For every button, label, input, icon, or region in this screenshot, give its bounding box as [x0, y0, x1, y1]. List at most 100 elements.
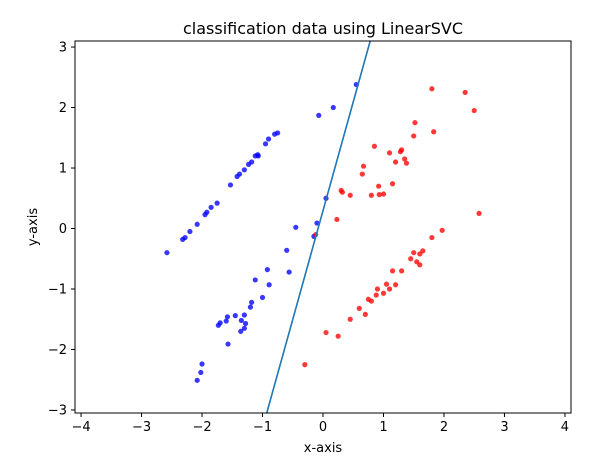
x-tick-label: 2 [440, 420, 448, 435]
decision-boundary-layer [265, 41, 371, 413]
class-0-point [194, 221, 200, 227]
class-0-point [252, 277, 258, 283]
class-1-point [360, 163, 367, 169]
class-0-point [227, 182, 234, 188]
x-tick-label: 3 [500, 420, 508, 435]
y-tick-label: −1 [48, 283, 67, 298]
class-1-point [302, 362, 308, 368]
class-0-point [266, 282, 272, 288]
class-0-point [198, 369, 204, 376]
class-1-point [476, 210, 482, 216]
axis-ticks: −4 −3 −2 −1 0 1 2 3 4 −3 −2 −1 0 1 2 3 [48, 41, 569, 435]
class-1-point [335, 333, 341, 339]
class-1-point [365, 296, 371, 302]
class-0-point [241, 167, 247, 173]
class-0-point [249, 299, 255, 305]
class-1-point [408, 256, 414, 262]
x-tick-label: −1 [253, 420, 272, 435]
class-0-point [247, 304, 254, 310]
x-tick-label: 1 [379, 420, 387, 435]
y-axis-label: y-axis [26, 208, 41, 246]
x-tick-label: −3 [132, 420, 151, 435]
class-0-point [208, 204, 214, 210]
class-1-point [417, 262, 423, 268]
class-0-point [316, 112, 322, 118]
y-tick-label: 0 [59, 222, 67, 237]
class-0-point [242, 320, 249, 327]
chart-title: classification data using LinearSVC [183, 19, 463, 38]
x-tick-label: −4 [71, 420, 90, 435]
class-0-point [262, 141, 269, 147]
class-1-point [402, 156, 408, 162]
class-1-point [374, 286, 381, 292]
class-0-point [238, 317, 244, 324]
class-0-point [232, 313, 238, 319]
class-1-point [383, 281, 390, 287]
class-0-point [275, 130, 281, 136]
x-tick-label: 4 [561, 420, 569, 435]
class-0-point [314, 220, 320, 226]
class-1-point [431, 129, 437, 135]
class-0-point [214, 200, 220, 206]
class-1-point [399, 268, 405, 274]
y-tick-label: −2 [48, 343, 67, 358]
plot-area [75, 41, 571, 413]
class-0-point [194, 377, 200, 383]
class-0-point [204, 209, 210, 215]
class-1-point [412, 120, 418, 126]
class-0-point [241, 325, 247, 331]
class-0-point [187, 228, 193, 235]
class-1-point [386, 286, 393, 292]
y-tick-label: −3 [48, 403, 67, 418]
class-1-point [368, 192, 374, 198]
class-1-point [347, 316, 353, 322]
class-1-point [334, 216, 340, 223]
class-0-point [284, 247, 290, 253]
class-0-point [164, 250, 170, 256]
decision-boundary-line [265, 41, 371, 413]
class-0-point [199, 361, 205, 367]
class-1-point [362, 311, 368, 318]
y-tick-label: 2 [59, 101, 67, 116]
class-1-point [417, 251, 423, 257]
class-1-point [338, 187, 344, 194]
x-tick-label: −2 [192, 420, 211, 435]
class-1-point [380, 191, 387, 197]
class-1-point [386, 150, 393, 156]
class-0-point [223, 318, 229, 324]
class-0-point [265, 136, 272, 142]
class-1-point [403, 160, 410, 166]
class-0-point [255, 153, 261, 159]
class-0-point [286, 269, 292, 275]
class-1-point [392, 159, 399, 165]
x-axis-label: x-axis [304, 441, 343, 456]
class-1-point [389, 268, 396, 274]
y-tick-label: 3 [59, 41, 67, 56]
class-0-point [224, 314, 231, 320]
class-0-point [215, 322, 221, 328]
class-1-point [429, 234, 435, 241]
class-1-point [411, 250, 417, 256]
y-tick-label: 1 [59, 162, 67, 177]
class-1-point [380, 290, 387, 296]
class-1-point [347, 192, 353, 198]
class-1-point [389, 181, 396, 187]
class-0-point [236, 171, 243, 177]
class-1-point [429, 86, 435, 92]
class-1-point [411, 133, 417, 139]
class-1-point [376, 183, 382, 189]
class-0-point [293, 224, 299, 230]
x-tick-label: 0 [319, 420, 327, 435]
class-0-point [241, 312, 247, 318]
class-1-point [359, 171, 365, 177]
class-0-point [259, 294, 266, 301]
class-0-point [330, 104, 336, 111]
class-1-point [399, 147, 405, 153]
class-1-point [462, 89, 468, 96]
class-1-point [471, 107, 477, 114]
class-1-point [356, 305, 362, 311]
class-1-point [392, 282, 399, 288]
class-0-point [225, 341, 231, 347]
class-1-point [323, 329, 329, 336]
